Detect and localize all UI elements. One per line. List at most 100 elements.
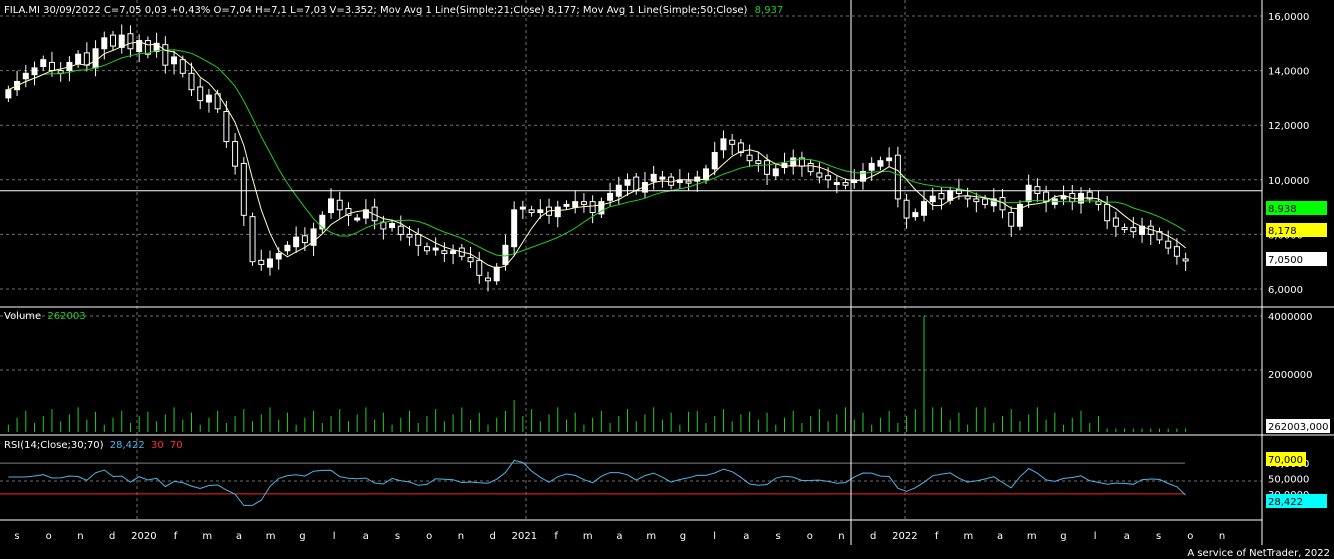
candle-body <box>511 209 518 248</box>
ma21-line <box>8 41 1186 269</box>
candle-body <box>1130 227 1137 233</box>
candle-body <box>336 199 343 211</box>
candle-body <box>5 89 12 99</box>
price-header: FILA.MI 30/09/2022 C=7,05 0,03 +0,43% O=… <box>4 5 783 16</box>
candle-body <box>1025 184 1032 203</box>
candle-body <box>737 142 744 154</box>
time-tick-label: o <box>1187 531 1193 542</box>
candle-body <box>973 198 980 203</box>
candle-body <box>144 40 151 55</box>
candle-body <box>502 244 509 265</box>
price-tick-label: 12,0000 <box>1268 121 1309 132</box>
candle-body <box>572 201 579 208</box>
candle-body <box>825 175 832 181</box>
candle-body <box>685 180 692 184</box>
time-tick-label: s <box>1156 531 1161 542</box>
time-tick-label: m <box>963 531 973 542</box>
candle-body <box>240 162 247 216</box>
candle-body <box>1165 240 1172 249</box>
time-tick-label: m <box>1027 531 1037 542</box>
price-tick-label: 16,0000 <box>1268 12 1309 23</box>
candle-body <box>110 34 117 47</box>
candle-body <box>75 53 82 65</box>
candle-body <box>354 217 361 221</box>
volume-axis: 4000000 2000000 <box>1268 312 1313 381</box>
candle-body <box>136 40 143 52</box>
candle-body <box>938 192 945 200</box>
candle-body <box>764 160 771 175</box>
volume-header: Volume 262003 <box>4 311 86 322</box>
candle-body <box>1086 191 1093 200</box>
candle-body <box>1112 217 1119 227</box>
candle-body <box>755 160 762 164</box>
candle-body <box>554 206 561 218</box>
candle-body <box>894 154 901 200</box>
time-tick-label: m <box>266 531 276 542</box>
time-tick-label: 2020 <box>131 531 156 542</box>
candle-body <box>1173 246 1180 257</box>
candle-body <box>83 52 90 66</box>
svg-text:8,938: 8,938 <box>1268 204 1297 215</box>
candle-body <box>127 33 134 50</box>
time-tick-label: f <box>935 531 939 542</box>
candle-body <box>345 207 352 216</box>
badge-volume: 262003,000 <box>1266 419 1330 433</box>
candle-body <box>266 258 273 268</box>
candle-body <box>40 59 47 68</box>
candle-body <box>580 201 587 205</box>
period-lines <box>136 0 906 520</box>
time-tick-label: f <box>174 531 178 542</box>
candle-body <box>659 176 666 180</box>
time-tick-label: m <box>583 531 593 542</box>
time-tick-label: f <box>554 531 558 542</box>
badge-rsi: 28,422 <box>1266 494 1327 508</box>
candle-body <box>92 48 99 69</box>
svg-text:7,0500: 7,0500 <box>1268 255 1303 266</box>
candle-body <box>223 111 230 143</box>
candle-body <box>249 216 256 263</box>
candle-body <box>694 176 701 182</box>
candle-body <box>441 250 448 255</box>
candle-body <box>397 225 404 235</box>
candle-body <box>293 236 300 248</box>
candle-body <box>118 34 125 48</box>
candle-body <box>162 44 169 66</box>
candle-body <box>720 138 727 151</box>
candle-body <box>31 67 38 76</box>
candle-body <box>816 172 823 178</box>
candle-body <box>484 277 491 282</box>
candle-body <box>859 171 866 182</box>
ma50-line <box>8 49 1186 257</box>
candle-body <box>790 157 797 167</box>
candle-body <box>598 201 605 215</box>
price-candles <box>5 24 1189 292</box>
time-tick-label: d <box>109 531 115 542</box>
volume-tick-label: 2000000 <box>1268 370 1313 381</box>
time-tick-label: o <box>46 531 52 542</box>
candle-body <box>406 233 413 238</box>
candle-body <box>537 209 544 214</box>
candle-body <box>275 253 282 260</box>
time-tick-label: d <box>870 531 876 542</box>
candle-body <box>258 259 265 265</box>
volume-tick-label: 4000000 <box>1268 312 1313 323</box>
candle-body <box>415 233 422 246</box>
candle-body <box>22 72 29 80</box>
time-tick-label: 2022 <box>892 531 917 542</box>
candle-body <box>528 209 535 214</box>
candle-body <box>711 152 718 170</box>
time-tick-label: g <box>299 531 305 542</box>
candle-body <box>179 59 186 74</box>
candle-body <box>1121 227 1128 231</box>
candle-body <box>328 198 335 214</box>
candle-body <box>362 209 369 219</box>
candle-body <box>1095 201 1102 205</box>
candle-body <box>389 222 396 229</box>
candle-body <box>432 247 439 251</box>
time-tick-label: s <box>395 531 400 542</box>
badge-ma50: 8,938 <box>1266 201 1327 215</box>
candle-body <box>519 206 526 210</box>
candle-body <box>772 168 779 177</box>
time-tick-label: n <box>77 531 83 542</box>
